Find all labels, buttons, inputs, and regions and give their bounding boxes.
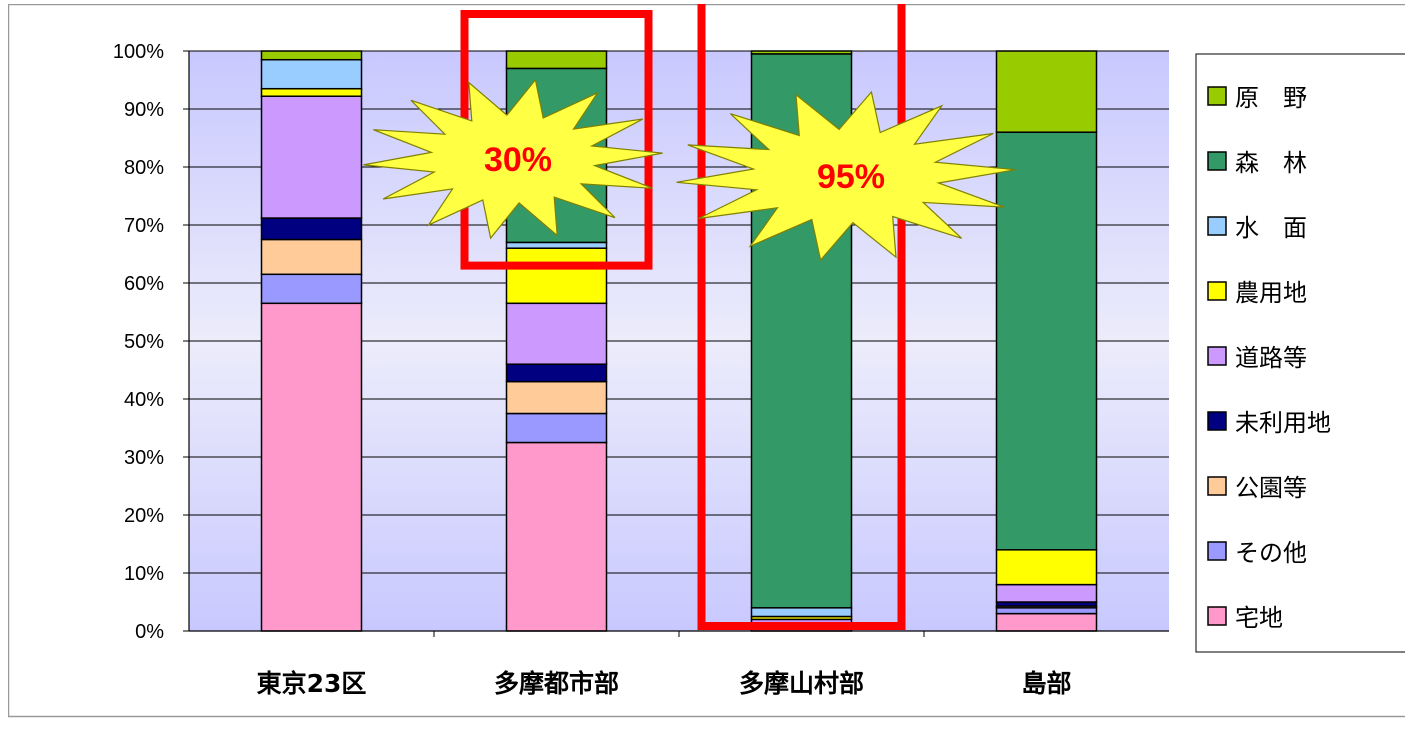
bar-segment [750, 607, 853, 618]
bar-segment [260, 87, 363, 97]
callout-label: 95% [817, 158, 885, 196]
callout-starburst [676, 90, 1016, 262]
bar-segment [260, 95, 363, 219]
legend-label: 道路等 [1235, 344, 1307, 372]
legend-label: 宅地 [1235, 604, 1283, 632]
callouts: 30% 95% [363, 78, 1016, 262]
bar-segment [995, 583, 1098, 603]
legend-swatch [1207, 281, 1227, 301]
bar-segment [995, 612, 1098, 632]
legend-swatch [1207, 476, 1227, 496]
legend-swatch [1207, 606, 1227, 626]
y-tick-label: 80% [124, 157, 164, 179]
callout-label: 30% [484, 141, 552, 179]
y-tick-label: 60% [124, 273, 164, 295]
legend-swatch [1207, 541, 1227, 561]
bar-segment [505, 302, 608, 365]
bar-segment [260, 273, 363, 305]
bar-segment [260, 238, 363, 276]
bar-segment [505, 247, 608, 305]
bar-segment [505, 241, 608, 249]
bar-segment [995, 607, 1098, 615]
legend-label: 水 面 [1235, 214, 1307, 242]
legend-swatch [1207, 346, 1227, 366]
legend-swatch [1207, 411, 1227, 431]
x-category-label: 多摩都市部 [494, 669, 619, 698]
y-tick-label: 10% [124, 563, 164, 585]
bar-segment [505, 412, 608, 444]
axes: 0% 10% 20% 30% 40% 50% 60% 70% 80% 90% 100% 東京23区 多摩… [113, 41, 1169, 698]
bar-segment [995, 50, 1098, 133]
y-tick-label: 100% [113, 41, 164, 63]
x-category-label: 多摩山村部 [739, 669, 864, 698]
land-use-chart: 0% 10% 20% 30% 40% 50% 60% 70% 80% 90% 100% 東京23区 多摩… [8, 4, 1405, 718]
y-tick-label: 90% [124, 99, 164, 121]
bar-segment [260, 58, 363, 90]
y-tick-label: 20% [124, 505, 164, 527]
legend-label: 農用地 [1235, 279, 1307, 307]
bar-segment [750, 50, 853, 55]
legend-label: 森 林 [1235, 149, 1307, 177]
callout-starburst [363, 78, 663, 240]
legend-label: 原 野 [1235, 84, 1307, 112]
bar-segment [505, 380, 608, 415]
legend-label: 未利用地 [1235, 409, 1331, 437]
y-tick-label: 50% [124, 331, 164, 353]
chart-svg: 0% 10% 20% 30% 40% 50% 60% 70% 80% 90% 100% 東京23区 多摩… [8, 4, 1405, 718]
legend-swatch [1207, 216, 1227, 236]
bar-segment [505, 50, 608, 70]
highlight-box [697, 4, 906, 630]
legend-swatch [1207, 151, 1227, 171]
bar-segment [505, 441, 608, 632]
y-tick-label: 30% [124, 447, 164, 469]
bar-segment [260, 217, 363, 241]
bar-segment [995, 131, 1098, 551]
y-tick-label: 40% [124, 389, 164, 411]
bar-segment [505, 363, 608, 383]
legend-label: 公園等 [1235, 474, 1307, 502]
legend-label: その他 [1235, 539, 1307, 567]
bar-segment [260, 50, 363, 61]
bar-segment [260, 302, 363, 632]
bar-segment [995, 549, 1098, 586]
x-category-label: 東京23区 [257, 669, 367, 698]
y-tick-label: 70% [124, 215, 164, 237]
x-category-label: 島部 [1021, 669, 1071, 698]
legend-swatch [1207, 86, 1227, 106]
y-tick-label: 0% [135, 621, 164, 643]
legend-box [1195, 53, 1405, 653]
